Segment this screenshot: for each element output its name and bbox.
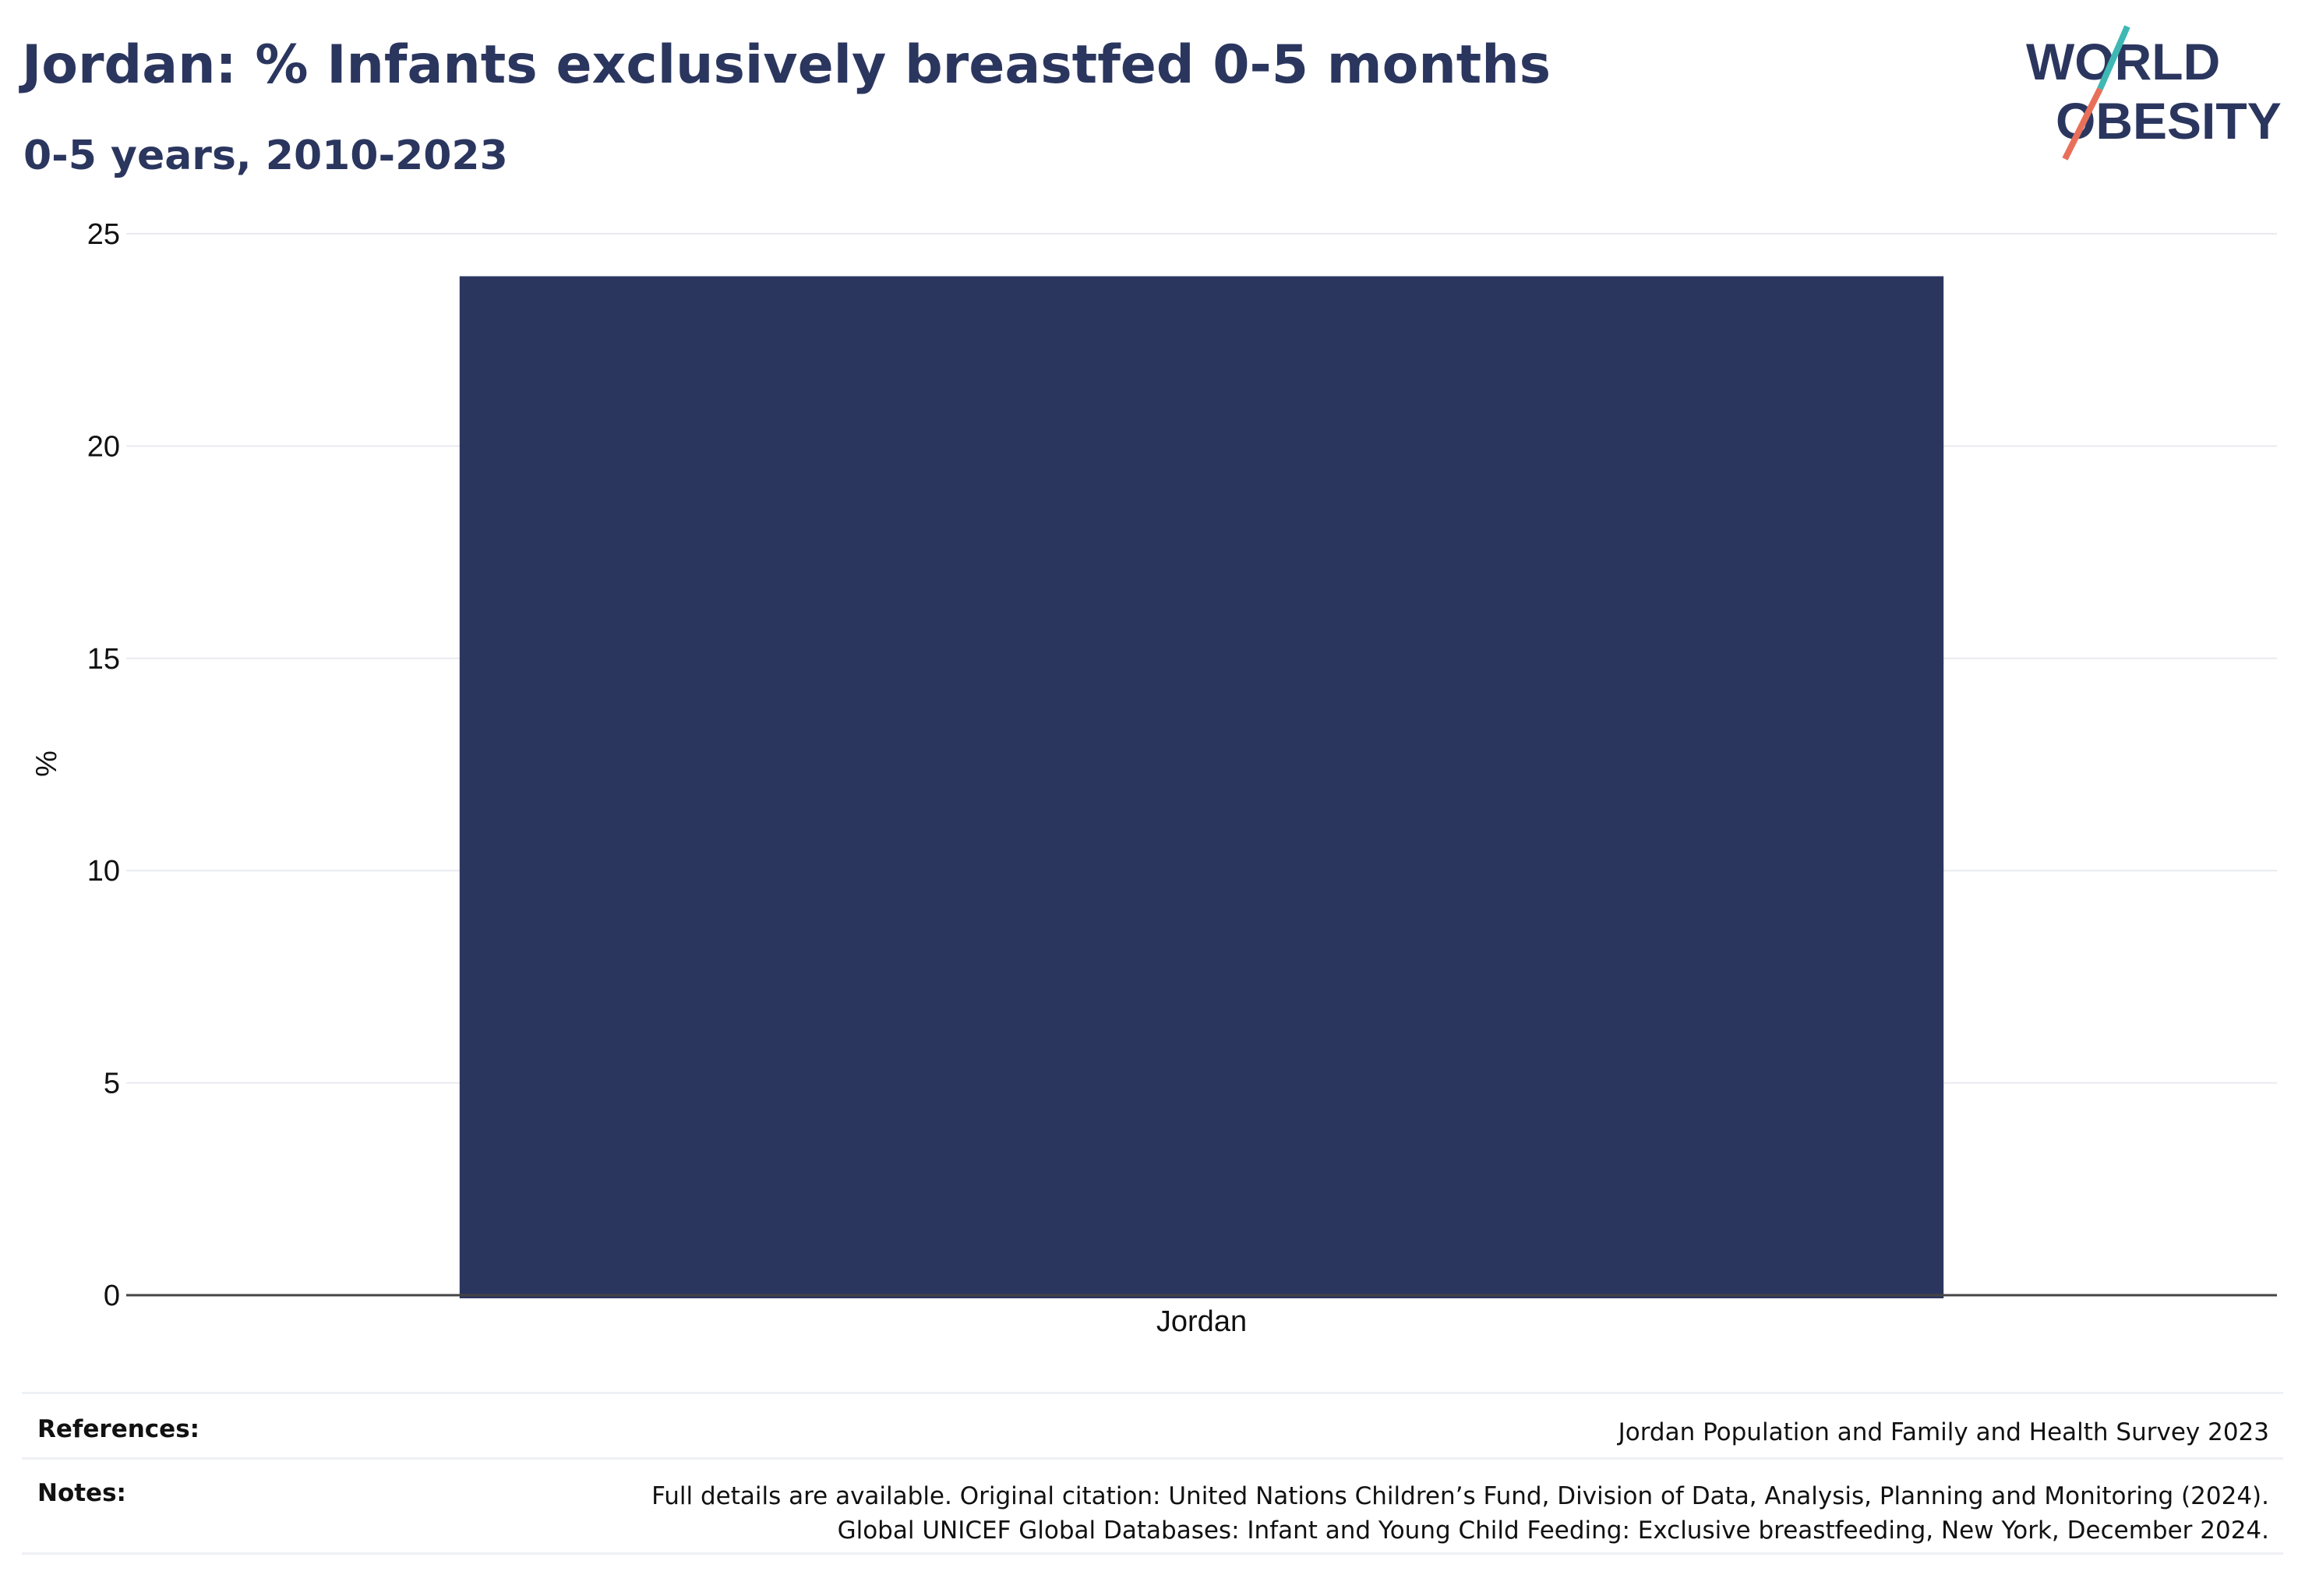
y-axis-label: %	[30, 750, 63, 777]
x-tick-label: Jordan	[1156, 1305, 1247, 1338]
y-tick-label: 10	[87, 855, 120, 888]
y-tick-label: 25	[87, 218, 120, 251]
y-tick-label: 20	[87, 430, 120, 463]
y-tick-label: 5	[104, 1068, 120, 1100]
references-label: References:	[37, 1415, 200, 1443]
chart-title: Jordan: % Infants exclusively breastfed …	[22, 34, 1551, 96]
world-obesity-logo: WORLD OBESITY	[2026, 25, 2282, 161]
y-tick-label: 0	[104, 1280, 120, 1312]
bar	[459, 276, 1944, 1299]
notes-value: Full details are available. Original cit…	[651, 1479, 2269, 1548]
bar-chart: 0 5 10 15 20 25 Jordan %	[30, 218, 2277, 1338]
y-tick-label: 15	[87, 643, 120, 676]
axes: 0 5 10 15 20 25 Jordan	[87, 218, 2277, 1338]
logo-slash-top	[2097, 25, 2130, 90]
references-value: Jordan Population and Family and Health …	[1618, 1418, 2269, 1446]
logo-slash-bottom	[2062, 87, 2103, 161]
footer-divider-bottom	[22, 1552, 2283, 1555]
footer-divider-middle	[22, 1457, 2283, 1460]
notes-line-2: Global UNICEF Global Databases: Infant a…	[837, 1517, 2269, 1545]
notes-line-1: Full details are available. Original cit…	[651, 1482, 2269, 1510]
chart-subtitle: 0-5 years, 2010-2023	[23, 132, 508, 179]
notes-label: Notes:	[37, 1479, 126, 1507]
footer-divider-top	[22, 1392, 2283, 1394]
bars	[459, 276, 1944, 1299]
